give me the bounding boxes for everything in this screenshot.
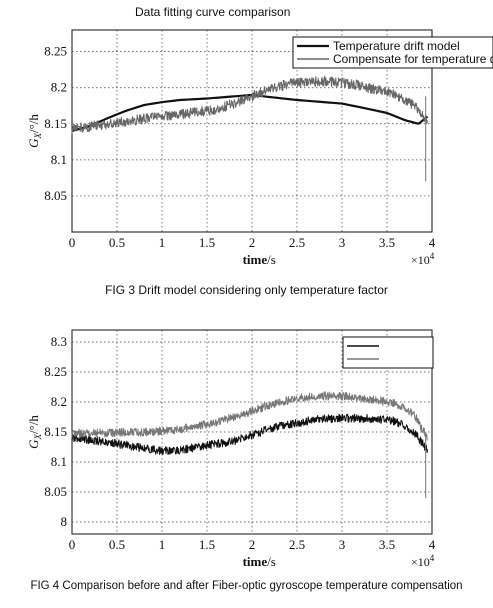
x-axis-label: time/s (243, 252, 276, 267)
y-tick-label: 8.2 (51, 80, 67, 95)
y-tick-label: 8.05 (44, 188, 67, 203)
y-tick-label: 8.15 (44, 424, 67, 439)
x-tick-label: 0 (69, 537, 76, 552)
x-tick-label: 1.5 (199, 537, 215, 552)
chart-fig4: 0 0.5 1 1.5 2 2.5 3 3.5 4 8 8.05 8.1 8.15 8.2 8.25 8.3 G… (26, 329, 436, 569)
x-tick-label: 0.5 (109, 537, 125, 552)
x-tick-label: 1 (159, 235, 166, 250)
x-tick-label: 3 (339, 235, 346, 250)
x-axis-exponent: ×104 (411, 251, 435, 267)
y-tick-label: 8.1 (51, 152, 67, 167)
y-tick-label: 8.2 (51, 394, 67, 409)
x-tick-label: 4 (429, 235, 436, 250)
y-tick-label: 8.15 (44, 116, 67, 131)
series-line-1 (71, 391, 428, 441)
y-axis-label: GX/°/h (26, 415, 43, 449)
chart-fig3: Data fitting curve comparison 0 0.5 1 1.5 2 2.… (26, 5, 493, 267)
legend-box (342, 336, 434, 369)
chart-title: Data fitting curve comparison (135, 5, 290, 19)
x-tick-label: 0.5 (109, 235, 125, 250)
y-tick-label: 8.1 (51, 454, 67, 469)
y-tick-label: 8.3 (51, 334, 67, 349)
x-tick-label: 3 (339, 537, 346, 552)
y-axis-label: GX/°/h (26, 114, 43, 148)
y-tick-label: 8.05 (44, 484, 67, 499)
x-tick-label: 1 (159, 537, 166, 552)
x-tick-label: 3.5 (379, 235, 395, 250)
y-tick-label: 8 (61, 514, 68, 529)
x-tick-label: 4 (429, 537, 436, 552)
legend-label-0: Temperature drift model (333, 39, 460, 53)
series-line-0 (71, 413, 428, 456)
x-axis-label: time/s (243, 554, 276, 569)
figure-4-caption: FIG 4 Comparison before and after Fiber-… (30, 580, 463, 592)
y-tick-label: 8.25 (44, 364, 67, 379)
series-line-0 (71, 93, 429, 133)
x-tick-label: 3.5 (379, 537, 395, 552)
figure-3-caption: FIG 3 Drift model considering only tempe… (105, 283, 388, 297)
x-tick-label: 2 (249, 537, 256, 552)
x-tick-label: 2.5 (289, 537, 305, 552)
series-line-1 (71, 75, 428, 134)
x-tick-label: 1.5 (199, 235, 215, 250)
y-tick-label: 8.25 (44, 44, 67, 59)
legend-box (292, 36, 493, 69)
legend-label-1: Compensate for temperature drift (333, 52, 493, 66)
x-tick-label: 0 (69, 235, 76, 250)
x-tick-label: 2 (249, 235, 256, 250)
x-axis-exponent: ×104 (411, 553, 435, 569)
x-tick-label: 2.5 (289, 235, 305, 250)
